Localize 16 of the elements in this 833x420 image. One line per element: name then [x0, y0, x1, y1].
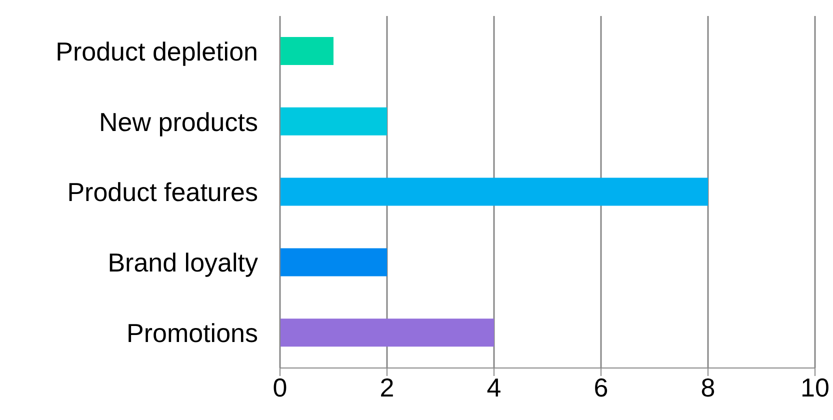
y-tick-label: Product depletion	[56, 36, 258, 66]
bar	[280, 107, 387, 136]
bar	[280, 248, 387, 276]
y-tick-label: Product features	[67, 177, 258, 208]
x-tick-label: 10	[800, 372, 830, 402]
y-tick-label: Promotions	[126, 318, 258, 348]
x-tick-label: 8	[700, 372, 716, 402]
bar	[280, 37, 334, 65]
bar	[280, 178, 708, 206]
bar	[280, 318, 494, 347]
y-tick-label: New products	[99, 106, 258, 137]
y-tick-label: Brand loyalty	[108, 248, 258, 278]
x-tick-label: 0	[272, 372, 288, 402]
x-tick-label: 4	[486, 372, 502, 402]
x-tick-label: 2	[380, 372, 394, 402]
x-tick-label: 6	[594, 372, 608, 402]
